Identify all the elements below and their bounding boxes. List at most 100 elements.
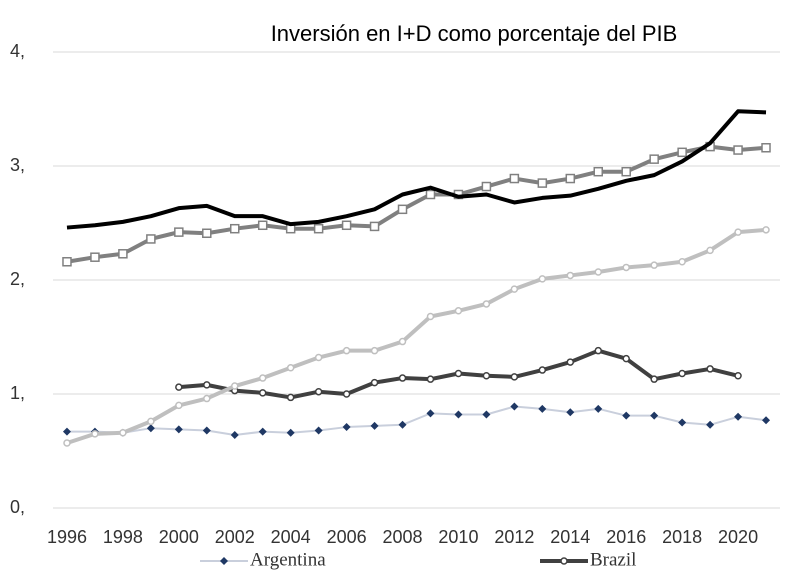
point bbox=[370, 421, 379, 430]
point bbox=[706, 365, 714, 373]
chart-title: Inversión en I+D como porcentaje del PIB bbox=[271, 21, 678, 46]
point bbox=[174, 425, 183, 434]
point bbox=[426, 375, 435, 383]
x-tick-label: 2016 bbox=[606, 527, 646, 547]
point bbox=[258, 389, 267, 397]
point bbox=[397, 204, 408, 215]
point bbox=[258, 374, 267, 382]
point bbox=[678, 418, 687, 427]
point bbox=[313, 223, 324, 234]
point bbox=[538, 275, 547, 283]
series-line bbox=[66, 405, 767, 437]
x-tick-label: 2006 bbox=[327, 527, 367, 547]
point bbox=[425, 189, 436, 200]
point bbox=[734, 412, 743, 421]
point bbox=[622, 411, 631, 420]
point bbox=[174, 227, 184, 237]
point bbox=[118, 249, 128, 259]
point bbox=[286, 364, 295, 372]
point bbox=[649, 154, 659, 164]
point bbox=[202, 426, 211, 435]
point bbox=[370, 378, 379, 387]
point bbox=[762, 226, 770, 234]
point bbox=[482, 410, 491, 419]
point bbox=[175, 401, 183, 410]
point bbox=[286, 393, 295, 402]
y-tick-label: 2, bbox=[10, 269, 25, 289]
point bbox=[398, 374, 407, 382]
point bbox=[566, 358, 575, 366]
point bbox=[341, 220, 352, 231]
point bbox=[230, 223, 240, 234]
x-tick-label: 2018 bbox=[662, 527, 702, 547]
point bbox=[761, 143, 771, 153]
point bbox=[398, 337, 407, 346]
point bbox=[398, 420, 407, 429]
y-tick-label: 0, bbox=[10, 497, 25, 517]
point bbox=[370, 346, 379, 355]
point bbox=[482, 300, 491, 308]
point bbox=[706, 420, 715, 429]
x-tick-label: 2014 bbox=[550, 527, 590, 547]
point bbox=[594, 346, 602, 355]
point bbox=[146, 424, 155, 433]
point bbox=[594, 404, 603, 413]
point bbox=[231, 382, 239, 390]
point bbox=[62, 427, 71, 436]
point bbox=[426, 312, 435, 321]
x-tick-label: 2020 bbox=[718, 527, 758, 547]
point bbox=[537, 178, 548, 188]
x-tick-label: 2002 bbox=[215, 527, 255, 547]
point bbox=[314, 353, 323, 362]
point bbox=[90, 252, 100, 262]
point bbox=[650, 261, 658, 269]
point bbox=[509, 173, 520, 184]
legend-marker bbox=[560, 557, 568, 565]
point bbox=[510, 402, 519, 411]
x-tick-label: 2004 bbox=[271, 527, 311, 547]
point bbox=[342, 423, 351, 432]
point bbox=[734, 372, 742, 380]
point bbox=[91, 430, 99, 438]
point bbox=[342, 390, 351, 398]
point bbox=[119, 429, 127, 437]
x-tick-label: 1996 bbox=[47, 527, 87, 547]
point bbox=[314, 387, 323, 396]
x-tick-label: 2000 bbox=[159, 527, 199, 547]
point bbox=[510, 373, 519, 381]
point bbox=[286, 428, 295, 437]
x-tick-label: 2010 bbox=[438, 527, 478, 547]
point bbox=[482, 372, 491, 380]
y-tick-label: 4, bbox=[10, 41, 25, 61]
point bbox=[203, 394, 211, 403]
legend-marker bbox=[220, 557, 228, 565]
point bbox=[510, 285, 519, 293]
point bbox=[230, 431, 239, 440]
series-line bbox=[66, 227, 767, 445]
point bbox=[203, 381, 211, 389]
point bbox=[62, 257, 72, 267]
point bbox=[481, 181, 492, 192]
x-tick-label: 2012 bbox=[494, 527, 534, 547]
point bbox=[621, 166, 631, 177]
point bbox=[258, 427, 267, 436]
point bbox=[538, 366, 547, 374]
point bbox=[678, 258, 686, 266]
point bbox=[454, 369, 463, 378]
point bbox=[594, 268, 602, 276]
point bbox=[622, 354, 630, 363]
point bbox=[369, 221, 380, 232]
point bbox=[678, 369, 686, 378]
point bbox=[622, 263, 630, 272]
point bbox=[314, 426, 323, 435]
point bbox=[342, 346, 351, 355]
y-tick-label: 1, bbox=[10, 383, 25, 403]
point bbox=[63, 439, 71, 447]
point bbox=[565, 173, 576, 184]
point bbox=[566, 408, 575, 417]
point bbox=[454, 410, 463, 419]
legend-label: Brazil bbox=[590, 549, 636, 570]
point bbox=[426, 409, 435, 418]
